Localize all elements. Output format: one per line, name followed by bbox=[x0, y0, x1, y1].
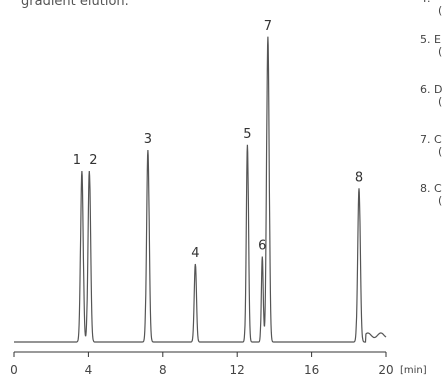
x-tick-label: 20 bbox=[378, 363, 393, 377]
peak-label: 7 bbox=[264, 19, 272, 34]
peak-label: 2 bbox=[89, 153, 97, 168]
x-axis bbox=[13, 351, 387, 357]
chromatogram-trace bbox=[14, 36, 387, 343]
x-tick-label: 0 bbox=[10, 363, 18, 377]
chart-caption: gradient elution. bbox=[21, 0, 129, 9]
peak-label: 3 bbox=[144, 132, 152, 147]
x-tick-label: 16 bbox=[304, 363, 319, 377]
peak-label: 5 bbox=[243, 127, 251, 142]
peak-label: 6 bbox=[258, 239, 266, 254]
peak-labels: 1 2 3 4 5 6 7 8 bbox=[73, 19, 363, 261]
x-tick-label: 4 bbox=[85, 363, 93, 377]
x-unit-label: [min] bbox=[400, 365, 427, 376]
x-tick-labels: 0 4 8 12 16 20 [min] bbox=[10, 363, 427, 377]
x-tick-label: 12 bbox=[230, 363, 245, 377]
peak-label: 1 bbox=[73, 153, 81, 168]
x-tick-label: 8 bbox=[159, 363, 167, 377]
peak-label: 4 bbox=[191, 246, 199, 261]
peak-label: 8 bbox=[355, 170, 363, 185]
